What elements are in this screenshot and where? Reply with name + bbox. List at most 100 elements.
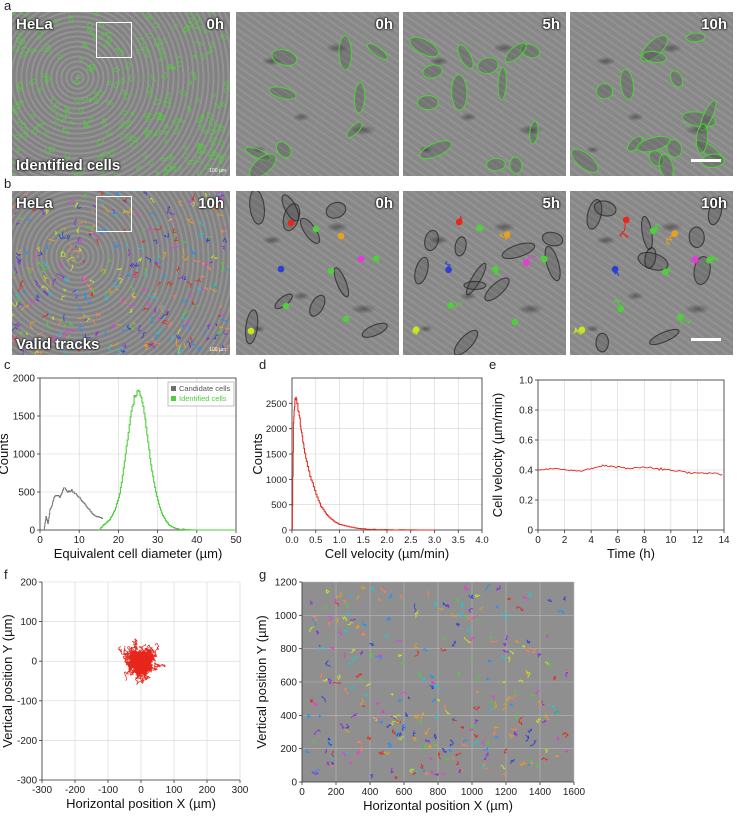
x-tick-label: 0	[37, 535, 43, 546]
y-tick-label: -300	[17, 776, 37, 787]
cell-outline	[640, 35, 668, 62]
plot-frame	[537, 379, 725, 531]
track-line	[183, 276, 187, 281]
cell-outline	[98, 34, 104, 40]
track-line	[31, 209, 37, 213]
trajectory	[369, 651, 373, 658]
cell-outline	[16, 85, 21, 93]
trajectory	[345, 723, 350, 729]
panel-letter-a: a	[4, 0, 12, 13]
cell-marker	[622, 216, 630, 224]
y-tick-label: 0.6	[519, 436, 533, 447]
cell-outline	[98, 90, 104, 97]
trajectory	[427, 590, 430, 597]
trajectory	[369, 643, 375, 647]
trajectory	[401, 661, 406, 665]
trajectory	[413, 713, 420, 719]
cell-outline	[199, 123, 205, 131]
trajectory	[338, 630, 343, 637]
time-label: 0h	[375, 16, 393, 33]
trajectory	[340, 723, 345, 730]
time-label: 10h	[701, 195, 727, 212]
cell-outline	[188, 80, 193, 86]
scale-bar-text: 100 µm	[209, 168, 226, 174]
track-line	[182, 320, 190, 328]
cell-outline	[658, 154, 674, 176]
track-line	[109, 342, 119, 348]
time-label: 5h	[542, 16, 560, 33]
trajectory	[331, 750, 335, 757]
cell-outline	[695, 123, 709, 154]
x-tick-label: 2.0	[380, 535, 393, 546]
cell-marker	[277, 265, 285, 273]
chart-velocity-over-time: 0 2 4 6 8 10 12 14 0 0.2 0.4 0.6 0.8 1.0 Time (h) Cell …	[490, 376, 730, 562]
track-line	[219, 326, 224, 329]
cell-outline	[89, 64, 95, 73]
trajectory	[531, 693, 537, 697]
trajectory	[424, 771, 430, 775]
trajectory	[336, 591, 343, 599]
cell-outline	[107, 35, 112, 44]
cell-outline	[136, 49, 143, 54]
track-line	[45, 245, 49, 250]
track-line	[98, 191, 104, 197]
track-line	[102, 204, 109, 213]
track-line	[113, 284, 119, 290]
cell-outline	[46, 75, 50, 82]
track-line	[200, 275, 205, 278]
x-tick-label: 800	[430, 787, 447, 798]
cell-outline	[29, 48, 38, 53]
trajectory	[336, 674, 341, 681]
track-line	[122, 343, 127, 348]
track-line	[178, 349, 184, 354]
track-line	[81, 276, 86, 280]
cell-body	[325, 201, 347, 219]
track-line	[132, 295, 136, 300]
cell-outline	[338, 35, 352, 71]
zoom-image-b-10h: 10h	[570, 191, 733, 355]
cell-line-label: HeLa	[16, 16, 53, 33]
track-line	[217, 194, 225, 199]
cell-outline	[15, 36, 23, 44]
track-line	[130, 262, 138, 267]
cell-outline	[422, 64, 443, 79]
trajectory	[347, 622, 354, 626]
track-line	[48, 336, 53, 340]
track-line	[43, 275, 48, 279]
trajectory	[334, 602, 340, 606]
cell-outline	[200, 114, 205, 121]
track-line	[191, 193, 195, 201]
cell-outline	[68, 121, 76, 125]
trajectory	[383, 751, 390, 755]
trajectory	[327, 737, 331, 741]
track-line	[187, 340, 192, 349]
cell-outline	[154, 37, 160, 48]
track-line	[41, 312, 50, 318]
track-line	[172, 228, 177, 234]
cell-outline	[183, 26, 192, 33]
track-line	[154, 261, 159, 266]
cell-outline	[124, 92, 129, 100]
trajectory	[547, 662, 552, 669]
scale-bar	[691, 159, 721, 162]
cell-outline	[136, 165, 141, 171]
x-tick-label: 3.0	[428, 535, 441, 546]
trajectory	[317, 647, 326, 651]
trajectory	[464, 636, 471, 644]
track-line	[85, 317, 91, 323]
cell-outline	[120, 110, 129, 116]
trajectory	[311, 738, 316, 744]
cell-outline	[218, 125, 226, 132]
trajectory	[390, 767, 394, 774]
track-line	[62, 231, 64, 237]
y-tick-label: 500	[18, 488, 35, 499]
x-tick-label: 1600	[563, 787, 586, 798]
trajectory	[349, 760, 352, 765]
x-tick-label: 3.5	[452, 535, 465, 546]
panel-letter-f: f	[4, 567, 8, 582]
legend-box	[167, 381, 235, 407]
cell-outline	[55, 102, 60, 107]
cell-outline	[271, 48, 298, 67]
cell-body	[309, 294, 326, 317]
track-line	[61, 228, 67, 231]
